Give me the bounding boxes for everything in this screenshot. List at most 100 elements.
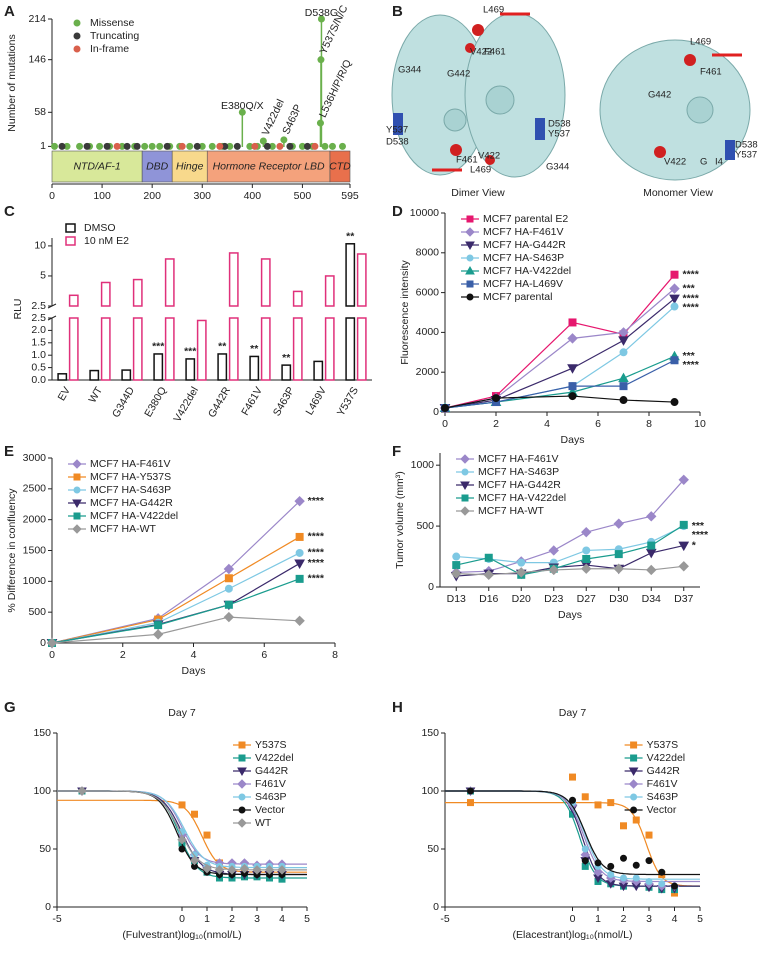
panel-letter: B [392, 3, 403, 20]
marker [237, 767, 247, 777]
marker [461, 494, 469, 502]
chart-title: Day 7 [168, 707, 196, 719]
x-tick-label: 1 [595, 913, 601, 925]
marker [484, 553, 493, 562]
marker [295, 574, 304, 583]
bar [121, 369, 132, 381]
domain-label: Hinge [176, 160, 204, 172]
x-tick-label: 595 [341, 190, 359, 202]
legend-label: V422del [255, 752, 294, 764]
y-tick-label: 1000 [411, 459, 435, 471]
significance: * [692, 539, 697, 551]
residue [725, 140, 735, 160]
marker [594, 859, 602, 867]
x-tick-label: 400 [244, 190, 262, 202]
x-tick-label: 2 [120, 649, 126, 661]
y-tick-label: 2.0 [31, 324, 46, 336]
panel-letter: H [392, 699, 403, 716]
x-tick-label: 100 [93, 190, 111, 202]
lollipop-head [178, 142, 186, 150]
lollipop-head [163, 142, 171, 150]
x-tick-label: 3 [254, 913, 260, 925]
residue-label: F461 [484, 47, 506, 58]
y-tick-label: 6000 [416, 286, 440, 298]
marker [227, 865, 237, 875]
dimer-structure [391, 12, 566, 178]
x-tick-label: D37 [674, 593, 693, 605]
y-tick-label: 1.5 [31, 337, 46, 349]
y-tick-label: 8000 [416, 247, 440, 259]
marker [460, 506, 470, 516]
residue [684, 54, 696, 66]
domain-label: CTD [329, 160, 351, 172]
marker [620, 874, 627, 882]
bar [100, 317, 111, 381]
residue-label: I4 [715, 157, 723, 168]
lollipop-head [63, 142, 71, 150]
lollipop-head [268, 142, 276, 150]
marker [568, 392, 577, 401]
lollipop-head [118, 142, 126, 150]
y-tick-label: 0 [428, 581, 434, 593]
bar [345, 317, 356, 381]
x-tick-label: 0 [179, 913, 185, 925]
marker [451, 568, 462, 579]
significance: **** [308, 547, 325, 559]
marker [613, 518, 624, 529]
x-tick-label: 4 [544, 418, 550, 430]
x-tick-label: 300 [193, 190, 211, 202]
annotation: D538G [305, 7, 338, 19]
marker [441, 404, 449, 413]
marker [237, 779, 247, 789]
marker [73, 473, 81, 481]
residue-label: Y537 [735, 150, 757, 161]
panel-letter: E [4, 443, 14, 460]
annotation: E380Q/X [221, 100, 264, 112]
x-tick-label: 4 [191, 649, 197, 661]
domain [329, 150, 351, 183]
lollipop-head [280, 136, 288, 144]
x-tick-label: 2 [621, 913, 627, 925]
legend-label: Y537S [647, 739, 679, 751]
legend-label: MCF7 HA-V422del [90, 510, 178, 522]
panel-letter: C [4, 203, 15, 220]
marker [658, 880, 666, 888]
legend-label: MCF7 HA-F461V [90, 458, 171, 470]
residue-label: L469 [470, 165, 491, 176]
marker [582, 554, 591, 563]
legend-label: MCF7 HA-WT [478, 505, 544, 517]
y-tick-label: 50 [427, 843, 439, 855]
marker [516, 567, 527, 578]
series-line [51, 500, 301, 644]
significance: ** [250, 343, 259, 355]
series-line [444, 288, 675, 409]
bar [185, 358, 196, 381]
y-tick-label: 0 [433, 406, 439, 418]
marker [613, 563, 624, 574]
domain [51, 150, 143, 183]
lollipop-head [317, 15, 325, 23]
lollipop-head [298, 142, 306, 150]
x-tick-label: D20 [512, 593, 531, 605]
marker [238, 741, 246, 749]
marker [466, 215, 474, 223]
marker [645, 857, 653, 865]
domain [206, 150, 331, 183]
lollipop-head [83, 142, 91, 150]
bar [356, 317, 367, 381]
lollipop-head [226, 142, 234, 150]
significance: **** [308, 531, 325, 543]
marker [466, 254, 474, 262]
marker [567, 333, 578, 344]
domain-label: Hormone Receptor LBD [213, 160, 325, 172]
residue [465, 43, 475, 53]
structure-panel: B L469 V422 F461 G442 G344 Y537 D538 D53… [386, 3, 758, 199]
significance: *** [692, 520, 705, 532]
marker [645, 877, 653, 885]
marker [461, 468, 469, 476]
marker [238, 793, 246, 801]
lollipop-head [58, 142, 66, 150]
marker [581, 845, 589, 853]
marker [581, 857, 589, 865]
marker [678, 561, 689, 572]
